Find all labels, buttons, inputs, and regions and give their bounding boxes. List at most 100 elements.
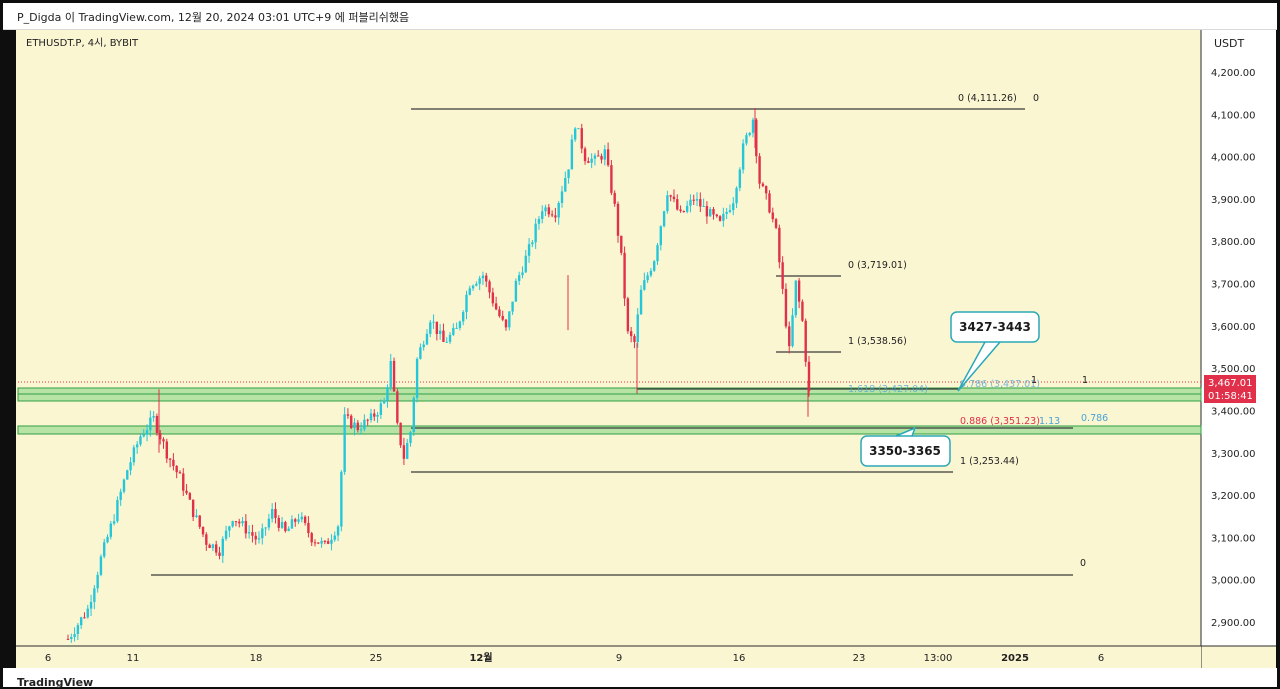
currency-label[interactable]: USDT [1214,37,1245,50]
candle-body [264,527,267,529]
candle-body [593,155,597,159]
candle [270,503,274,523]
candle [106,534,109,544]
candle [768,190,771,214]
price-axis-background[interactable] [1201,30,1276,646]
candle [452,323,455,336]
candle-body [429,322,432,334]
candle-body [274,509,277,518]
candle-body [409,432,412,443]
candle-body [758,156,761,184]
time-axis-background[interactable] [16,646,1201,668]
candle-body [692,199,695,201]
candle-body [86,608,89,618]
candle-body [534,223,537,243]
candle-body [270,509,274,519]
publish-caption-bar: P_Digda 이 TradingView.com, 12월 20, 2024 … [3,3,1277,30]
candle-body [735,187,738,204]
candle-body [567,169,570,178]
candle-body [392,360,396,392]
candle [666,190,669,214]
candle-body [448,334,452,342]
candle-body [66,638,70,640]
candle-body [465,294,468,313]
fib-level-label: 1.618 (3,427.04) [848,384,928,395]
candle [577,128,580,130]
candle [732,197,735,216]
candle [791,308,794,348]
candle [363,414,366,432]
candle [287,526,290,532]
candle [672,189,676,203]
candle [616,201,620,243]
publish-caption: P_Digda 이 TradingView.com, 12월 20, 2024 … [17,11,410,24]
y-tick-label: 2,900.00 [1211,618,1256,629]
candle [689,194,692,213]
candle-body [646,275,649,281]
candle-body [590,158,593,163]
candle-body [748,132,751,136]
candle [748,131,751,137]
candle-body [478,278,481,284]
candle [626,296,630,334]
candle [738,167,742,192]
candle [326,538,330,545]
chart-background [16,30,1276,668]
candle-body [244,520,248,534]
candle [93,585,96,610]
candle-body [415,358,419,398]
candle-body [722,213,725,221]
candle-body [106,536,109,543]
candle-body [468,288,471,295]
candle-body [544,207,547,212]
y-tick-label: 3,200.00 [1211,491,1256,502]
candle [191,499,195,522]
candle-body [741,143,745,170]
candle [610,160,613,196]
candle [692,194,695,206]
candle [178,470,182,474]
candle [570,134,574,170]
candle [168,457,172,468]
candle [96,571,99,593]
candle-body [425,333,429,345]
candle-body [93,588,96,602]
candle-body [386,387,389,401]
candle [788,321,791,354]
fib-levels: 0 (4,111.26) 0 0 (3,719.01) 1 (3,538.56) 1.6… [151,93,1108,576]
candle-body [300,516,304,520]
candle [290,515,294,529]
candle [89,594,93,616]
fib-level-label: 0 (3,719.01) [848,260,907,271]
candle [386,384,389,408]
candle-body [471,285,475,289]
candle [228,525,231,538]
candle [195,509,198,519]
candle [254,531,257,545]
zone-callout-upper[interactable]: 3427-3443 [950,311,1040,392]
candle [685,200,689,214]
candle-body [501,316,504,320]
candle-body [603,149,607,160]
candle [303,515,307,526]
candle [797,277,801,309]
candle [350,414,353,430]
candle-body [277,517,280,528]
candle [557,201,560,225]
candle-body [290,519,294,529]
candle [234,520,238,527]
candle [353,418,356,436]
candle-body [587,161,590,163]
candle-body [287,528,290,532]
candle [517,271,521,286]
callout-box [860,435,951,467]
y-axis: 4,200.00 4,100.00 4,000.00 3,900.00 3,800.00… [1211,68,1256,629]
zone-callout-lower[interactable]: 3350-3365 [860,426,951,467]
candle-body [406,442,409,459]
candle [188,491,192,500]
callout-label: 3350-3365 [869,444,941,458]
candle [323,540,327,545]
candle [251,524,254,543]
candle-body [149,417,152,431]
